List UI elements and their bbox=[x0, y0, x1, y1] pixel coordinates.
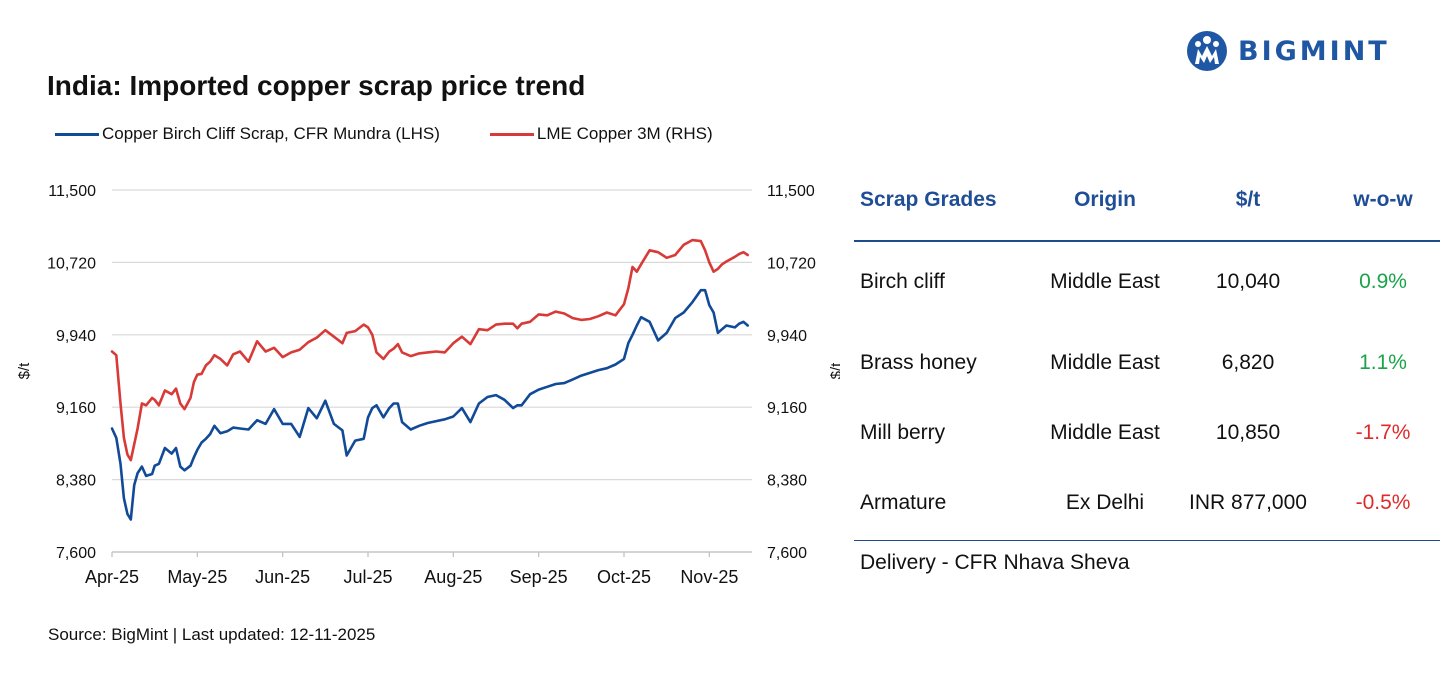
brand-name: BIGMINT bbox=[1238, 35, 1390, 67]
left-tick-label: 10,720 bbox=[47, 255, 96, 272]
cell-grade: Birch cliff bbox=[860, 270, 945, 293]
left-axis-title: $/t bbox=[16, 362, 33, 380]
right-tick-label: 9,160 bbox=[767, 400, 807, 417]
x-tick-label: Aug-25 bbox=[424, 567, 482, 587]
left-tick-label: 11,500 bbox=[48, 183, 96, 200]
legend-item-lme: LME Copper 3M (RHS) bbox=[489, 124, 713, 144]
left-tick-label: 8,380 bbox=[56, 473, 96, 490]
x-tick-label: Nov-25 bbox=[680, 567, 738, 587]
delivery-note: Delivery - CFR Nhava Sheva bbox=[860, 551, 1130, 574]
grid-lines bbox=[112, 189, 752, 553]
x-axis-ticks: Apr-25 May-25 Jun-25 Jul-25 Aug-25 Sep-25 Oct-… bbox=[85, 551, 752, 587]
source-note: Source: BigMint | Last updated: 12-11-20… bbox=[48, 625, 376, 644]
chart-title: India: Imported copper scrap price trend bbox=[47, 70, 586, 101]
table-header: Scrap Grades Origin $/t w-o-w bbox=[854, 180, 1440, 242]
right-axis-ticks: 11,500 10,720 9,940 9,160 8,380 7,600 bbox=[767, 183, 816, 562]
table-footer: Delivery - CFR Nhava Sheva bbox=[854, 540, 1440, 574]
header-scrap-grades: Scrap Grades bbox=[860, 188, 997, 211]
right-tick-label: 10,720 bbox=[767, 255, 816, 272]
right-tick-label: 11,500 bbox=[767, 183, 815, 200]
legend-label-lme: LME Copper 3M (RHS) bbox=[536, 124, 713, 143]
scrap-price-table: Scrap Grades Origin $/t w-o-w Birch clif… bbox=[854, 180, 1440, 574]
right-axis-title: $/t bbox=[828, 362, 840, 380]
table-row: Brass honey Middle East 6,820 1.1% bbox=[860, 351, 1407, 374]
bigmint-logo-icon bbox=[1187, 31, 1227, 71]
series-lines bbox=[110, 238, 750, 521]
cell-grade: Mill berry bbox=[860, 421, 946, 444]
chart-legend: Copper Birch Cliff Scrap, CFR Mundra (LH… bbox=[55, 124, 713, 144]
legend-item-scrap: Copper Birch Cliff Scrap, CFR Mundra (LH… bbox=[55, 124, 440, 144]
x-tick-label: May-25 bbox=[167, 567, 227, 587]
cell-grade: Brass honey bbox=[860, 351, 977, 374]
series-line-copper-scrap bbox=[110, 288, 750, 521]
left-tick-label: 7,600 bbox=[56, 545, 96, 562]
x-tick-label: Apr-25 bbox=[85, 567, 139, 587]
right-tick-label: 8,380 bbox=[767, 473, 807, 490]
left-tick-label: 9,160 bbox=[56, 400, 96, 417]
legend-swatch-scrap bbox=[55, 132, 99, 136]
x-tick-label: Sep-25 bbox=[510, 567, 568, 587]
cell-grade: Armature bbox=[860, 491, 947, 514]
x-tick-label: Jul-25 bbox=[343, 567, 392, 587]
table-row: Birch cliff Middle East 10,040 0.9% bbox=[860, 270, 1407, 293]
legend-label-scrap: Copper Birch Cliff Scrap, CFR Mundra (LH… bbox=[102, 124, 440, 143]
table-row: Mill berry Middle East 10,850 -1.7% bbox=[860, 421, 1411, 444]
left-axis-ticks: 11,500 10,720 9,940 9,160 8,380 7,600 bbox=[47, 183, 96, 562]
x-tick-label: Oct-25 bbox=[597, 567, 651, 587]
table-row: Armature Ex Delhi INR 877,000 -0.5% bbox=[860, 491, 1411, 514]
bigmint-logo: BIGMINT bbox=[1186, 30, 1390, 72]
x-tick-label: Jun-25 bbox=[255, 567, 310, 587]
right-tick-label: 7,600 bbox=[767, 545, 807, 562]
right-tick-label: 9,940 bbox=[767, 328, 807, 345]
series-line-lme-copper bbox=[110, 238, 750, 462]
left-tick-label: 9,940 bbox=[56, 328, 96, 345]
legend-swatch-lme bbox=[489, 132, 534, 136]
